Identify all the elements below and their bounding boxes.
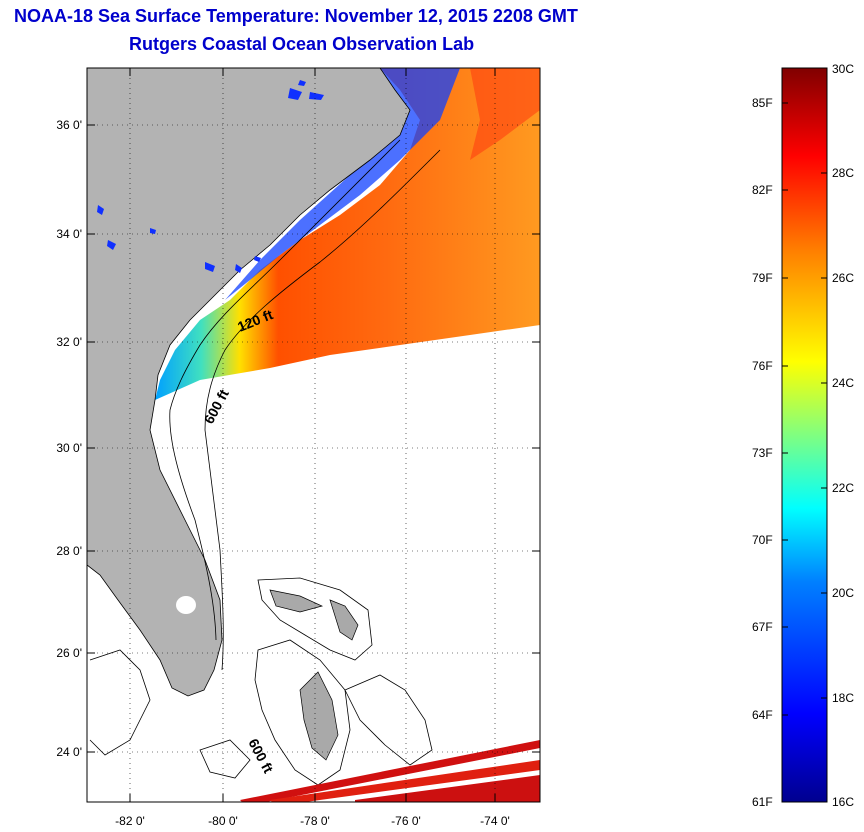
bahamas-grand-bahama <box>269 589 324 613</box>
lat-tick-36: 36 0' <box>56 118 82 132</box>
lon-tick-82: -82 0' <box>115 814 145 828</box>
colorbar-c-28: 28C <box>832 166 855 180</box>
colorbar-c-22: 22C <box>832 481 855 495</box>
lat-tick-34: 34 0' <box>56 227 82 241</box>
lat-tick-32: 32 0' <box>56 335 82 349</box>
lake-okeechobee <box>176 596 196 614</box>
colorbar-c-24: 24C <box>832 376 855 390</box>
land-us-east-coast <box>87 68 411 697</box>
warm-offshore-water <box>470 68 540 160</box>
bahamas-andros <box>299 671 339 761</box>
colorbar-f-85: 85F <box>752 96 773 110</box>
graticule <box>87 68 540 802</box>
lon-tick-78: -78 0' <box>300 814 330 828</box>
colorbar-c-26: 26C <box>832 271 855 285</box>
lon-tick-74: -74 0' <box>480 814 510 828</box>
colorbar-c-18: 18C <box>832 691 855 705</box>
map-frame <box>86 67 541 803</box>
lon-tick-80: -80 0' <box>208 814 238 828</box>
sst-swath-south <box>240 740 540 802</box>
colorbar-f-79: 79F <box>752 271 773 285</box>
map-subtitle: Rutgers Coastal Ocean Observation Lab <box>129 34 475 54</box>
map-title: NOAA-18 Sea Surface Temperature: Novembe… <box>14 6 578 26</box>
lat-tick-26: 26 0' <box>56 646 82 660</box>
isobath-contours <box>89 139 441 786</box>
lat-tick-24: 24 0' <box>56 745 82 759</box>
colorbar-f-61: 61F <box>752 795 773 809</box>
colorbar-c-20: 20C <box>832 586 855 600</box>
colorbar <box>781 67 828 803</box>
colorbar-ticks <box>782 102 827 716</box>
colorbar-f-82: 82F <box>752 183 773 197</box>
colorbar-f-70: 70F <box>752 533 773 547</box>
lat-tick-28: 28 0' <box>56 544 82 558</box>
colorbar-f-73: 73F <box>752 446 773 460</box>
colorbar-f-67: 67F <box>752 620 773 634</box>
colorbar-f-64: 64F <box>752 708 773 722</box>
colorbar-f-76: 76F <box>752 359 773 373</box>
colorbar-c-30: 30C <box>832 62 855 76</box>
colorbar-c-16: 16C <box>832 795 855 809</box>
lat-tick-30: 30 0' <box>56 441 82 455</box>
lon-tick-76: -76 0' <box>391 814 421 828</box>
map-axis-ticks <box>87 68 540 802</box>
bahamas-abaco <box>329 599 359 641</box>
